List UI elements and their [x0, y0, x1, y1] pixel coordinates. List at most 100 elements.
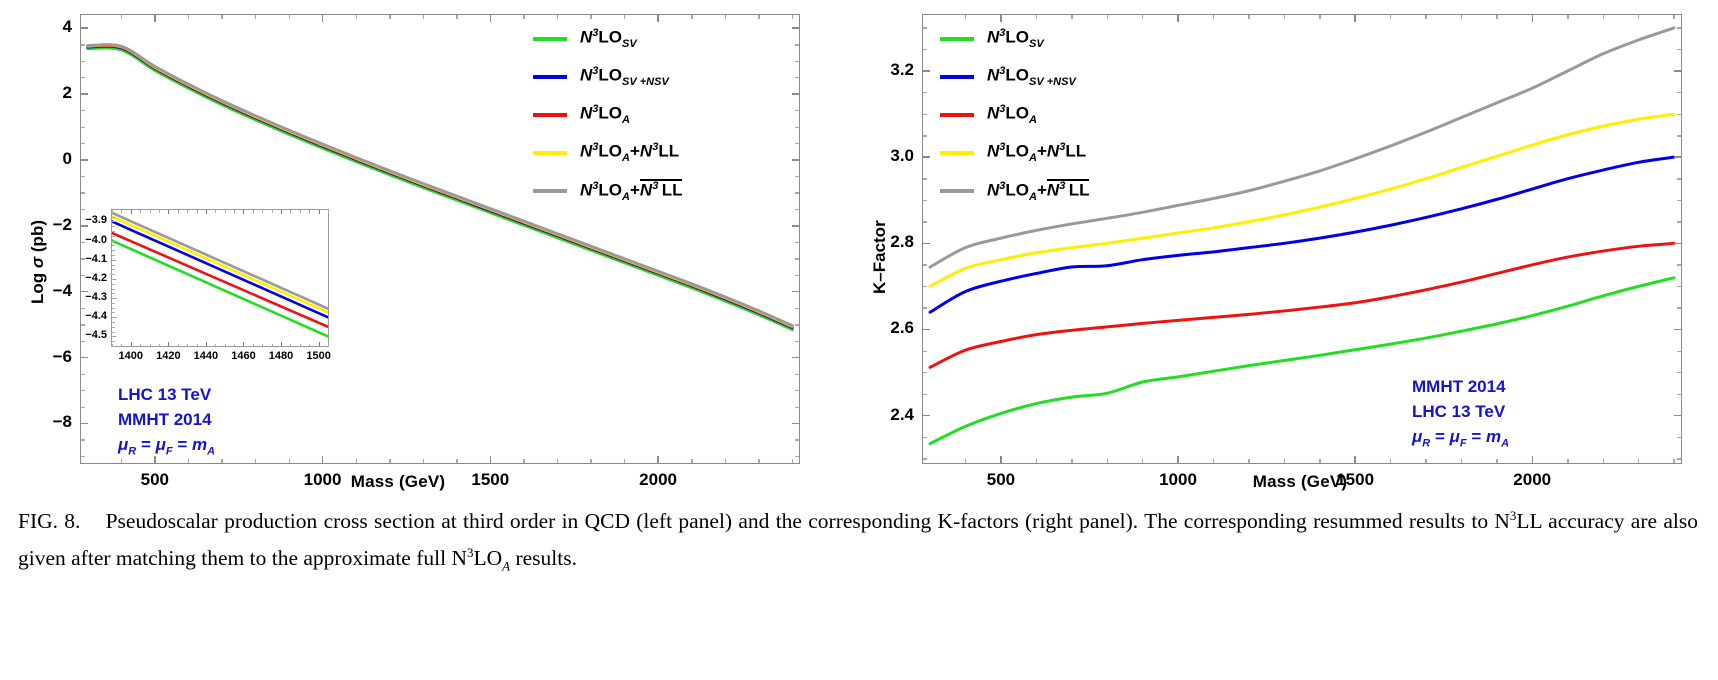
right-x-minor-tick: [1602, 459, 1604, 463]
inset-y-minor-tick: [112, 226, 115, 228]
inset-x-tick-mark: [318, 342, 320, 346]
left-y-tick-mark-right: [792, 356, 799, 359]
inset-y-minor-tick: [112, 293, 115, 295]
inset-y-minor-tick: [112, 221, 115, 223]
right-y-minor-tick: [923, 199, 927, 202]
inset-y-tick: −4.0: [85, 233, 107, 246]
left-x-minor-tick-top: [254, 15, 257, 19]
inset-x-tick-mark: [281, 342, 283, 346]
left-y-tick-mark-right: [792, 291, 799, 293]
left-y-tick--6: −6: [52, 346, 72, 366]
legend-label-n3lo-a-n3ll-bar: N3LOA+N3 LL: [987, 178, 1090, 204]
right-y-minor-tick: [923, 458, 927, 460]
left-x-tick-mark-top: [489, 15, 492, 22]
legend-item-n3lo-a-n3ll-bar: N3LOA+N3 LL: [533, 172, 683, 210]
right-y-minor-tick: [923, 178, 927, 180]
left-y-minor-tick: [81, 208, 85, 211]
right-x-minor-tick-top: [965, 15, 967, 19]
inset-x-minor-tick: [140, 343, 142, 346]
left-y-tick-mark-right: [792, 225, 799, 227]
left-y-minor-tick-right: [795, 126, 799, 128]
left-x-minor-tick: [288, 459, 290, 463]
right-x-minor-tick-top: [1637, 15, 1640, 19]
left-x-minor-tick-top: [556, 15, 559, 19]
right-x-minor-tick-top: [1035, 15, 1038, 19]
left-x-minor-tick-top: [288, 15, 290, 19]
inset-x-tick-mark: [168, 342, 170, 346]
inset-x-minor-tick-top: [262, 210, 264, 213]
right-x-minor-tick-top: [1425, 15, 1427, 19]
inset-x-minor-tick: [309, 343, 311, 346]
right-y-minor-tick-right: [1677, 264, 1681, 266]
inset-x-minor-tick: [299, 343, 301, 346]
left-y-minor-tick: [81, 406, 85, 408]
left-x-minor-tick: [355, 459, 357, 463]
inset-y-tick: −4.3: [85, 291, 107, 304]
right-y-minor-tick-right: [1677, 178, 1681, 180]
left-x-minor-tick: [624, 459, 626, 463]
inset-y-minor-tick: [112, 326, 115, 328]
right-annotation-line2: LHC 13 TeV: [1412, 402, 1506, 421]
right-y-minor-tick: [923, 285, 927, 288]
left-y-tick-mark-right: [792, 422, 799, 425]
legend-item-n3lo-sv: N3LOSV: [940, 20, 1089, 58]
right-x-tick-mark: [1354, 456, 1356, 463]
right-x-minor-tick-top: [1673, 15, 1675, 19]
right-x-minor-tick: [1283, 459, 1286, 463]
left-y-tick-mark: [81, 159, 88, 161]
left-x-minor-tick: [389, 459, 391, 463]
inset-x-minor-tick-top: [215, 210, 217, 213]
left-y-minor-tick: [81, 455, 85, 458]
right-x-minor-tick-top: [1071, 15, 1073, 19]
right-annotation: MMHT 2014 LHC 13 TeV μR = μF = mA: [1412, 374, 1509, 456]
figure-label: FIG. 8.: [18, 509, 81, 534]
legend-swatch-n3lo-a-n3ll-bar: [533, 189, 567, 193]
left-y-minor-tick-right: [795, 373, 799, 375]
right-x-minor-tick: [1142, 459, 1144, 463]
right-x-minor-tick: [1673, 459, 1675, 463]
right-y-minor-tick-right: [1677, 393, 1681, 395]
left-annotation-line3: μR = μF = mA: [118, 435, 216, 458]
left-x-minor-tick-top: [456, 15, 458, 19]
caption-text-2: LL accuracy are also given after matchin…: [18, 509, 1698, 571]
inset-x-minor-tick-top: [271, 210, 273, 213]
right-y-minor-tick: [923, 113, 927, 115]
left-x-tick-mark-top: [321, 15, 324, 22]
left-x-minor-tick: [590, 459, 592, 463]
inset-y-minor-tick: [112, 250, 115, 252]
inset-y-minor-tick: [112, 278, 115, 280]
caption-sub-a: A: [502, 558, 511, 574]
right-x-minor-tick-top: [1106, 15, 1109, 19]
legend-swatch-n3lo-sv: [940, 37, 974, 41]
inset-y-minor-tick: [112, 312, 115, 314]
legend-label-n3lo-sv: N3LOSV: [987, 27, 1044, 51]
left-y-tick-mark-right: [792, 93, 799, 95]
inset-y-minor-tick: [112, 331, 115, 333]
left-x-tick-mark: [321, 456, 324, 463]
left-y-tick--4: −4: [52, 280, 72, 300]
right-y-tick-mark: [923, 70, 930, 72]
left-y-tick-mark-right: [792, 159, 799, 161]
left-x-minor-tick-top: [590, 15, 592, 19]
inset-x-minor-tick: [196, 343, 198, 346]
inset-y-tick: −4.1: [85, 252, 107, 265]
right-y-minor-tick: [923, 264, 927, 266]
right-y-minor-tick: [923, 135, 927, 137]
inset-y-minor-tick: [112, 255, 115, 256]
right-x-minor-tick: [965, 459, 967, 463]
right-x-minor-tick: [1496, 459, 1498, 463]
left-y-minor-tick-right: [795, 258, 799, 260]
inset-y-minor-tick: [112, 283, 115, 285]
inset-y-minor-tick: [112, 211, 115, 213]
right-y-minor-tick-right: [1677, 92, 1681, 94]
inset-x-minor-tick-top: [290, 210, 292, 213]
right-y-minor-tick-right: [1677, 221, 1681, 223]
right-x-minor-tick: [1637, 459, 1640, 463]
right-y-tick-2.6: 2.6: [890, 318, 914, 338]
left-y-minor-tick-right: [795, 77, 799, 79]
right-x-axis-label: Mass (GeV): [1252, 472, 1348, 491]
left-annotation-line1: LHC 13 TeV: [118, 385, 212, 404]
left-x-tick-1500: 1500: [471, 470, 510, 489]
right-x-minor-tick: [1390, 459, 1392, 463]
left-y-minor-tick-right: [795, 307, 799, 310]
